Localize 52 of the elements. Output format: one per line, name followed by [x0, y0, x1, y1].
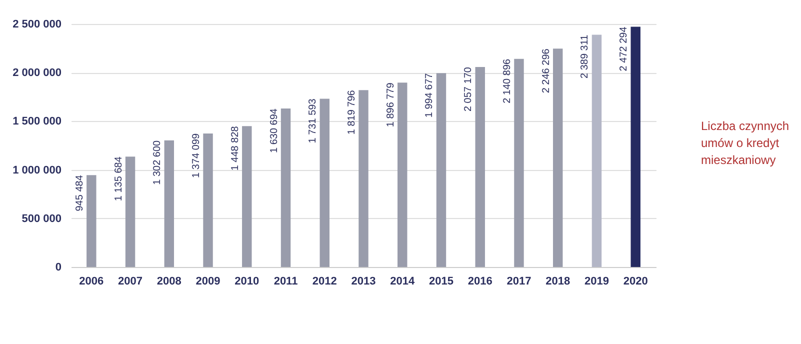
- x-tick-label: 2008: [156, 276, 182, 288]
- y-tick-label: 1 000 000: [12, 164, 62, 176]
- bar: [125, 156, 136, 267]
- y-tick-label: 0: [55, 262, 62, 274]
- data-label: 1 374 099: [191, 133, 202, 178]
- x-tick-label: 2012: [312, 276, 337, 288]
- y-tick-label: 1 500 000: [12, 116, 62, 128]
- data-label: 1 448 828: [230, 126, 241, 171]
- data-label: 1 630 694: [268, 108, 280, 153]
- data-label: 1 819 796: [346, 90, 358, 135]
- bar: [280, 108, 291, 267]
- data-label: 1 731 593: [308, 98, 319, 144]
- x-tick-label: 2019: [584, 276, 609, 288]
- data-label: 945 484: [74, 174, 86, 212]
- data-label: 1 896 779: [385, 82, 396, 128]
- data-label: 2 389 311: [580, 34, 591, 79]
- bar: [358, 90, 368, 267]
- data-label: 1 302 600: [152, 140, 164, 185]
- data-label: 1 135 684: [113, 156, 124, 202]
- bar: [164, 140, 174, 267]
- x-tick-label: 2018: [546, 276, 570, 288]
- bar: [242, 126, 252, 267]
- bar: [552, 48, 563, 267]
- data-label: 2 140 896: [502, 58, 513, 104]
- x-tick-label: 2017: [506, 276, 532, 288]
- bar: [203, 133, 213, 267]
- x-tick-label: 2009: [196, 276, 220, 288]
- x-tick-label: 2013: [351, 276, 376, 288]
- data-label: 1 994 677: [424, 72, 436, 118]
- x-tick-label: 2020: [623, 276, 648, 288]
- x-tick-label: 2010: [234, 276, 260, 288]
- x-tick-label: 2006: [79, 276, 104, 288]
- data-label: 2 246 296: [540, 48, 552, 94]
- bar: [398, 82, 408, 267]
- data-label: 2 472 294: [618, 26, 630, 72]
- text: Liczba czynnych umów o kredyt mieszkaniowy: [701, 119, 790, 168]
- bar: [592, 34, 602, 267]
- x-tick-label: 2015: [429, 276, 454, 288]
- y-tick-label: 500 000: [22, 212, 62, 225]
- bar: [320, 98, 330, 267]
- x-tick-label: 2011: [274, 276, 298, 288]
- data-label: 2 057 170: [463, 66, 474, 112]
- y-tick-label: 2 000 000: [12, 67, 62, 80]
- bar: [475, 67, 485, 267]
- bar: [436, 73, 446, 267]
- bar: [86, 175, 96, 267]
- x-tick-label: 2007: [118, 276, 143, 288]
- bar: [630, 26, 640, 267]
- y-tick-label: 2 500 000: [12, 18, 62, 30]
- x-tick-label: 2016: [468, 276, 492, 288]
- bar: [514, 58, 524, 267]
- x-tick-label: 2014: [390, 276, 416, 288]
